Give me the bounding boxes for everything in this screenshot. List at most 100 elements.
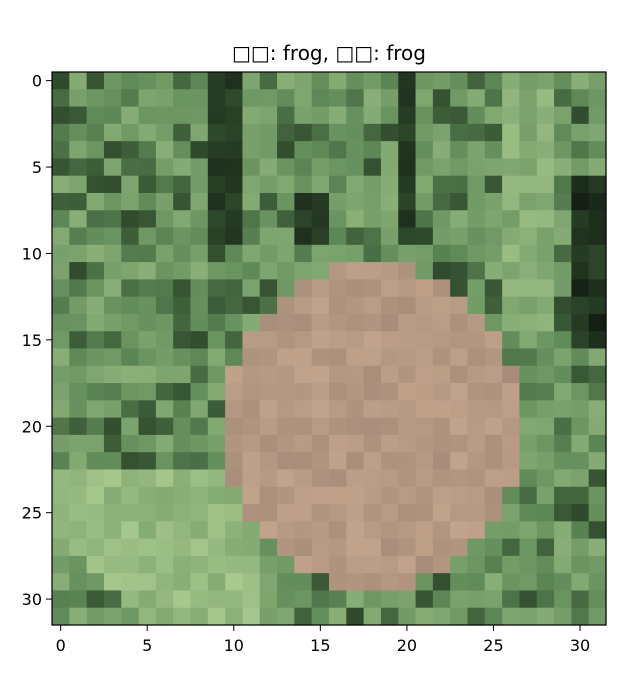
image-pixel	[225, 158, 244, 177]
image-pixel	[207, 434, 226, 453]
image-pixel	[484, 383, 503, 401]
image-pixel	[86, 313, 105, 332]
image-pixel	[259, 434, 278, 453]
image-pixel	[571, 573, 590, 592]
image-pixel	[277, 365, 295, 384]
image-pixel	[294, 521, 313, 540]
image-pixel	[502, 244, 521, 263]
image-pixel	[536, 158, 555, 177]
image-pixel	[52, 279, 70, 298]
image-pixel	[363, 400, 382, 419]
image-pixel	[502, 452, 521, 471]
image-pixel	[225, 383, 244, 401]
image-pixel	[536, 538, 555, 557]
image-pixel	[242, 607, 261, 626]
image-pixel	[519, 313, 538, 332]
image-pixel	[173, 555, 192, 574]
image-pixel	[121, 279, 140, 298]
image-pixel	[294, 538, 313, 557]
image-pixel	[52, 227, 70, 246]
image-pixel	[86, 89, 105, 108]
image-pixel	[225, 538, 244, 557]
image-pixel	[398, 434, 417, 453]
image-pixel	[86, 192, 105, 211]
image-pixel	[294, 123, 313, 142]
image-pixel	[467, 331, 486, 350]
image-pixel	[259, 262, 278, 280]
image-pixel	[571, 555, 590, 574]
image-pixel	[173, 573, 192, 592]
image-pixel	[398, 296, 417, 315]
x-tick-label: 25	[483, 636, 503, 655]
image-pixel	[86, 590, 105, 609]
image-pixel	[536, 365, 555, 384]
image-pixel	[363, 106, 382, 125]
image-pixel	[103, 244, 122, 263]
image-pixel	[329, 607, 347, 626]
image-pixel	[398, 486, 417, 505]
image-pixel	[519, 106, 538, 125]
image-pixel	[86, 538, 105, 557]
image-pixel	[415, 279, 434, 298]
image-pixel	[259, 504, 278, 522]
image-pixel	[398, 365, 417, 384]
image-pixel	[173, 400, 192, 419]
image-pixel	[380, 452, 399, 471]
image-pixel	[242, 383, 261, 401]
image-pixel	[52, 590, 70, 609]
image-pixel	[502, 573, 521, 592]
image-pixel	[432, 331, 451, 350]
image-pixel	[52, 244, 70, 263]
image-pixel	[121, 141, 140, 160]
image-pixel	[432, 590, 451, 609]
image-pixel	[450, 279, 469, 298]
image-pixel	[502, 227, 521, 246]
image-pixel	[519, 504, 538, 522]
image-pixel	[415, 313, 434, 332]
x-tick-label: 0	[56, 636, 66, 655]
image-pixel	[450, 158, 469, 177]
image-pixel	[502, 158, 521, 177]
image-pixel	[207, 538, 226, 557]
image-pixel	[484, 262, 503, 280]
image-pixel	[588, 607, 607, 626]
image-pixel	[380, 89, 399, 108]
image-pixel	[277, 296, 295, 315]
image-pixel	[484, 175, 503, 194]
image-pixel	[380, 348, 399, 367]
image-pixel	[277, 555, 295, 574]
image-pixel	[225, 279, 244, 298]
image-pixel	[103, 365, 122, 384]
image-pixel	[103, 89, 122, 108]
image-pixel	[450, 192, 469, 211]
image-pixel	[588, 365, 607, 384]
image-pixel	[467, 262, 486, 280]
image-pixel	[69, 521, 88, 540]
image-pixel	[380, 175, 399, 194]
x-tick-label: 20	[397, 636, 417, 655]
image-pixel	[467, 123, 486, 142]
image-pixel	[415, 244, 434, 263]
image-pixel	[207, 192, 226, 211]
image-pixel	[398, 279, 417, 298]
image-pixel	[484, 348, 503, 367]
image-pixel	[519, 607, 538, 626]
image-pixel	[242, 400, 261, 419]
image-pixel	[329, 313, 347, 332]
image-pixel	[467, 72, 486, 90]
image-pixel	[329, 296, 347, 315]
image-pixel	[242, 573, 261, 592]
image-pixel	[450, 72, 469, 90]
image-pixel	[484, 123, 503, 142]
image-pixel	[242, 210, 261, 229]
image-pixel	[138, 192, 157, 211]
image-pixel	[502, 590, 521, 609]
image-pixel	[155, 72, 174, 90]
image-pixel	[294, 348, 313, 367]
image-pixel	[207, 227, 226, 246]
image-pixel	[398, 383, 417, 401]
image-pixel	[52, 72, 70, 90]
image-pixel	[502, 538, 521, 557]
image-pixel	[571, 141, 590, 160]
image-pixel	[398, 504, 417, 522]
